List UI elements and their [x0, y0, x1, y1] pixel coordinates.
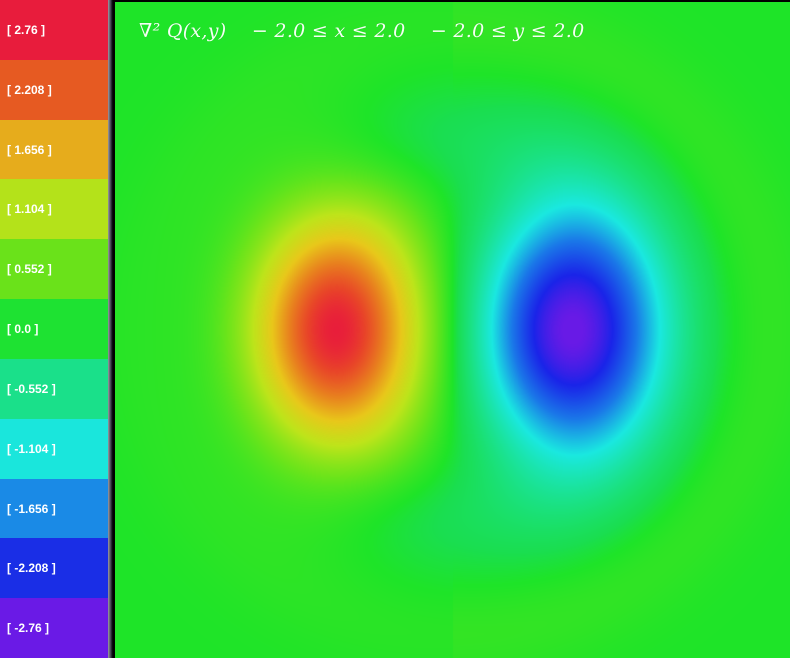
heatmap-canvas[interactable] — [115, 2, 790, 658]
legend-item[interactable]: [ 2.208 ] — [0, 60, 108, 120]
legend-item[interactable]: [ -2.76 ] — [0, 598, 108, 658]
panel-separator[interactable] — [108, 0, 113, 658]
legend-item[interactable]: [ 1.656 ] — [0, 120, 108, 179]
plot-area[interactable] — [113, 0, 790, 658]
legend-item[interactable]: [ -1.656 ] — [0, 479, 108, 538]
legend-item[interactable]: [ -1.104 ] — [0, 419, 108, 479]
legend-item[interactable]: [ 1.104 ] — [0, 179, 108, 239]
legend-item[interactable]: [ -0.552 ] — [0, 359, 108, 419]
legend-item[interactable]: [ 0.0 ] — [0, 299, 108, 359]
color-legend: [ 2.76 ][ 2.208 ][ 1.656 ][ 1.104 ][ 0.5… — [0, 0, 108, 658]
legend-item[interactable]: [ 2.76 ] — [0, 0, 108, 60]
legend-item[interactable]: [ -2.208 ] — [0, 538, 108, 598]
legend-item[interactable]: [ 0.552 ] — [0, 239, 108, 299]
